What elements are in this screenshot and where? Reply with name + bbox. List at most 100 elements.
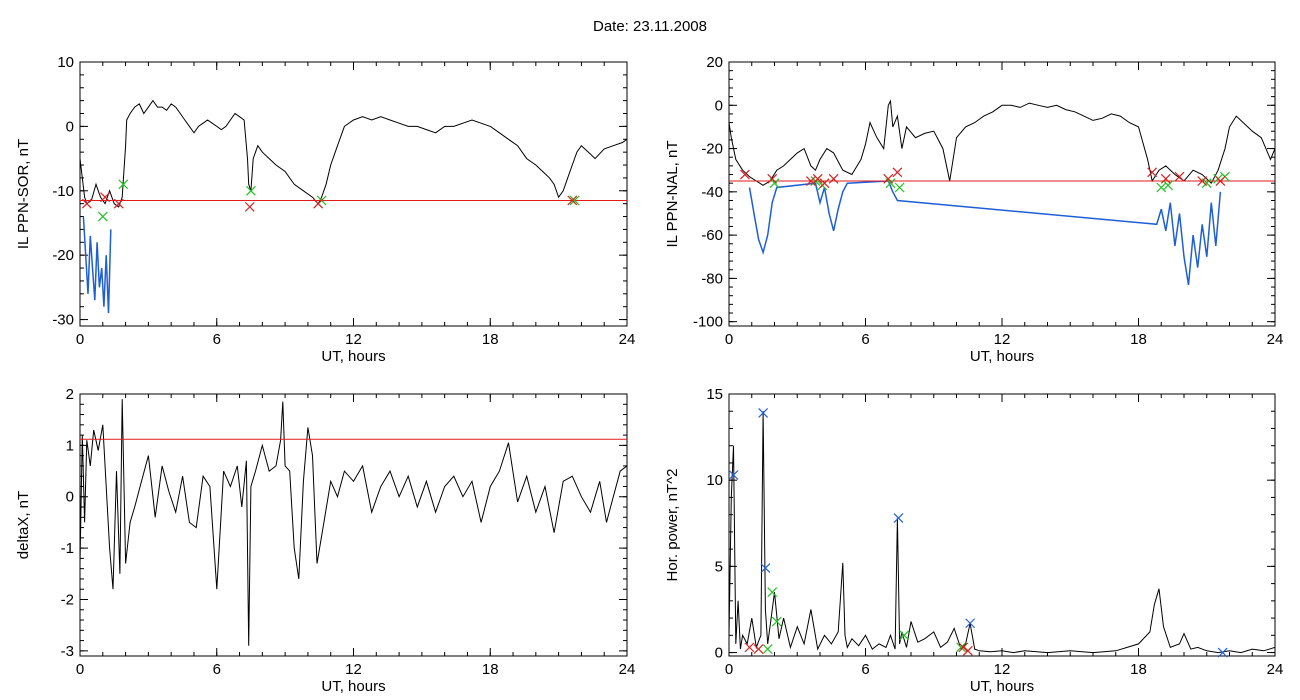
- panel-il-sor: 0 6 12 18 24 -30 -20 -10 0 10 UT, hours IL PPN-SOR,…: [15, 54, 635, 365]
- marker-green: [246, 185, 256, 196]
- x-tick-label: 24: [1267, 331, 1284, 348]
- x-tick-label: 12: [994, 661, 1011, 678]
- marker-red: [892, 167, 903, 178]
- y-tick-label: -60: [701, 227, 723, 244]
- marker-red: [883, 173, 894, 184]
- x-tick-label: 12: [345, 661, 362, 678]
- marker-red: [767, 173, 778, 184]
- marker-blue: [893, 513, 904, 524]
- y-tick-label: 15: [706, 386, 723, 403]
- marker-red: [1160, 173, 1171, 184]
- x-axis-title: UT, hours: [321, 678, 385, 695]
- marker-green: [894, 182, 905, 193]
- marker-green: [762, 644, 773, 655]
- series-line: [748, 180, 1222, 286]
- y-tick-label: 10: [706, 472, 723, 489]
- marker-red: [1215, 176, 1226, 186]
- marker-red: [753, 644, 764, 655]
- marker-red: [805, 176, 816, 186]
- x-tick-label: 18: [482, 331, 499, 348]
- series-line: [80, 99, 627, 208]
- plot-frame: [728, 393, 1276, 657]
- y-axis-title: IL PPN-SOR, nT: [15, 139, 32, 249]
- marker-green: [97, 211, 108, 222]
- y-tick-label: 0: [66, 489, 74, 506]
- y-tick-label: 0: [715, 97, 723, 114]
- y-tick-label: -3: [61, 643, 74, 660]
- marker-green: [1163, 180, 1173, 191]
- marker-blue: [760, 563, 771, 574]
- y-tick-label: 10: [57, 54, 74, 71]
- x-axis-title: UT, hours: [970, 678, 1034, 695]
- marker-red: [828, 173, 839, 184]
- marker-blue: [1217, 647, 1228, 658]
- marker-blue: [965, 618, 976, 629]
- x-tick-label: 6: [861, 661, 869, 678]
- x-tick-label: 12: [345, 331, 362, 348]
- marker-red: [1197, 176, 1208, 186]
- marker-green: [569, 195, 580, 206]
- x-tick-label: 18: [1130, 331, 1147, 348]
- marker-green: [771, 616, 782, 627]
- series-line: [80, 399, 627, 646]
- x-tick-label: 6: [213, 661, 221, 678]
- y-tick-label: -20: [701, 141, 723, 158]
- x-tick-label: 6: [213, 331, 221, 348]
- marker-green: [767, 587, 778, 598]
- x-tick-label: 24: [1267, 661, 1284, 678]
- x-tick-label: 24: [619, 331, 636, 348]
- y-axis-title: Hor. power, nT^2: [664, 469, 681, 582]
- y-tick-label: 0: [66, 118, 74, 135]
- marker-red: [81, 198, 92, 209]
- marker-red: [744, 642, 755, 653]
- x-tick-label: 0: [76, 661, 84, 678]
- y-tick-label: -80: [701, 270, 723, 287]
- y-tick-label: 1: [66, 437, 74, 454]
- y-tick-label: -10: [52, 183, 74, 200]
- marker-red: [567, 195, 578, 206]
- marker-red: [100, 192, 110, 203]
- marker-red: [958, 642, 969, 653]
- y-axis-title: IL PPN-NAL, nT: [664, 141, 681, 248]
- y-tick-label: -1: [61, 540, 74, 557]
- marker-red: [313, 198, 324, 209]
- x-tick-label: 6: [861, 331, 869, 348]
- y-tick-label: -100: [693, 314, 723, 331]
- series-line: [729, 411, 1275, 654]
- marker-red: [962, 645, 973, 656]
- marker-red: [812, 173, 823, 184]
- marker-green: [956, 642, 966, 653]
- y-tick-label: -20: [52, 247, 74, 264]
- marker-red: [113, 198, 124, 209]
- y-tick-label: 0: [715, 645, 723, 662]
- x-tick-label: 18: [1130, 661, 1147, 678]
- series-line: [729, 99, 1275, 186]
- plot-frame: [728, 61, 1276, 327]
- panel-il-nal: 0 6 12 18 24 -100 -80 -60 -40 -20 0 20 UT, hours IL P…: [664, 54, 1283, 365]
- marker-red: [1147, 167, 1158, 178]
- y-tick-label: -30: [52, 312, 74, 329]
- x-tick-label: 0: [76, 331, 84, 348]
- x-axis-title: UT, hours: [321, 348, 385, 365]
- x-axis-title: UT, hours: [970, 348, 1034, 365]
- x-tick-label: 12: [994, 331, 1011, 348]
- x-tick-label: 0: [725, 331, 733, 348]
- marker-blue: [758, 408, 769, 418]
- y-axis-title: deltaX, nT: [15, 491, 32, 559]
- marker-green: [1156, 182, 1167, 193]
- plot-frame: [79, 393, 628, 657]
- y-tick-label: 20: [706, 54, 723, 71]
- plot-frame: [79, 61, 628, 327]
- marker-red: [244, 201, 255, 212]
- marker-blue: [728, 470, 739, 480]
- marker-green: [118, 179, 129, 190]
- y-tick-label: 5: [715, 558, 723, 575]
- x-tick-label: 18: [482, 661, 499, 678]
- figure-title: Date: 23.11.2008: [593, 18, 707, 35]
- series-line: [82, 216, 112, 314]
- y-tick-label: 2: [66, 386, 74, 403]
- x-tick-label: 24: [619, 661, 636, 678]
- marker-red: [819, 178, 830, 189]
